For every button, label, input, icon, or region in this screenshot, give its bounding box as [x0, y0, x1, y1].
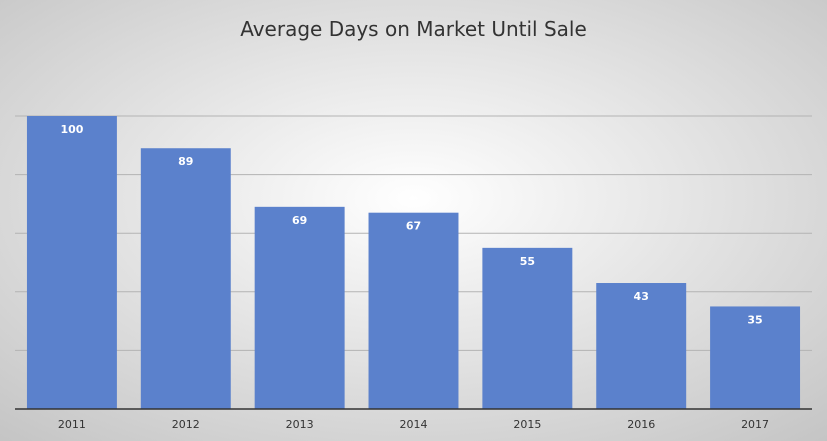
bar-2016 [596, 283, 687, 409]
bar-2011 [26, 116, 117, 409]
x-tick-label-2017: 2017 [741, 418, 769, 431]
bar-2012 [140, 148, 231, 410]
x-tick-label-2016: 2016 [627, 418, 655, 431]
data-labels: 100 89 69 67 55 43 35 [60, 123, 762, 326]
bar-2015 [482, 247, 573, 409]
data-label-2015: 55 [520, 255, 535, 268]
x-axis-tick-labels: 2011 2012 2013 2014 2015 2016 2017 [58, 418, 769, 431]
data-label-2014: 67 [406, 220, 421, 233]
x-tick-label-2013: 2013 [286, 418, 314, 431]
bar-2014 [368, 212, 459, 409]
data-label-2011: 100 [60, 123, 83, 136]
x-tick-label-2012: 2012 [172, 418, 200, 431]
chart-title: Average Days on Market Until Sale [240, 17, 587, 41]
bar-2013 [254, 206, 345, 409]
bars [26, 116, 801, 410]
bar-2017 [710, 306, 801, 409]
data-label-2013: 69 [292, 214, 307, 227]
data-label-2012: 89 [178, 155, 193, 168]
x-tick-label-2014: 2014 [400, 418, 428, 431]
x-tick-label-2015: 2015 [513, 418, 541, 431]
data-label-2016: 43 [634, 290, 649, 303]
data-label-2017: 35 [747, 313, 762, 326]
x-tick-label-2011: 2011 [58, 418, 86, 431]
